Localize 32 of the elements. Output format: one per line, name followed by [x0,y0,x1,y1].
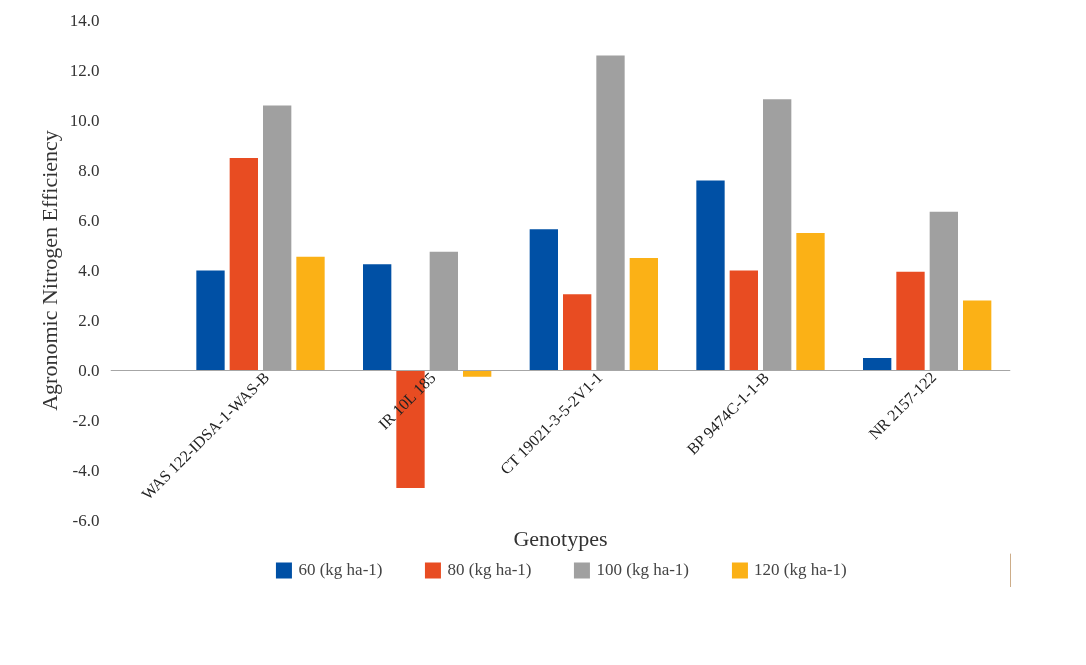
y-tick-label: 10.0 [69,111,100,130]
y-tick-label: -4.0 [72,461,100,480]
bar [629,258,658,371]
y-tick-label: 14.0 [69,11,100,30]
y-tick-label: 0.0 [78,361,100,380]
legend-label: 120 (kg ha-1) [754,560,847,580]
bar [363,264,392,371]
y-tick-label: 8.0 [78,161,100,180]
legend-label: 100 (kg ha-1) [596,560,690,580]
bar [963,300,992,371]
bar [296,256,325,371]
x-tick-label: IR 10L 185 [374,368,439,433]
bar [563,294,592,371]
legend-label: 60 (kg ha-1) [298,560,383,580]
y-tick-label: 12.0 [69,61,100,80]
legend-label: 80 (kg ha-1) [447,560,532,580]
bar [796,233,825,371]
bar [863,358,892,371]
y-axis-title: Agronomic Nitrogen Efficiency [36,130,62,411]
bar [729,270,758,371]
bar [229,158,258,371]
x-axis-title: Genotypes [513,525,608,551]
y-tick-label: -2.0 [72,411,100,430]
bar [896,271,925,371]
bar [696,180,725,371]
bar [529,229,558,371]
bar [196,270,225,371]
y-tick-label: 2.0 [78,311,100,330]
y-tick-label: 6.0 [78,211,100,230]
y-tick-label: 4.0 [78,261,100,280]
bar [463,370,492,377]
y-tick-label: -6.0 [72,511,100,530]
